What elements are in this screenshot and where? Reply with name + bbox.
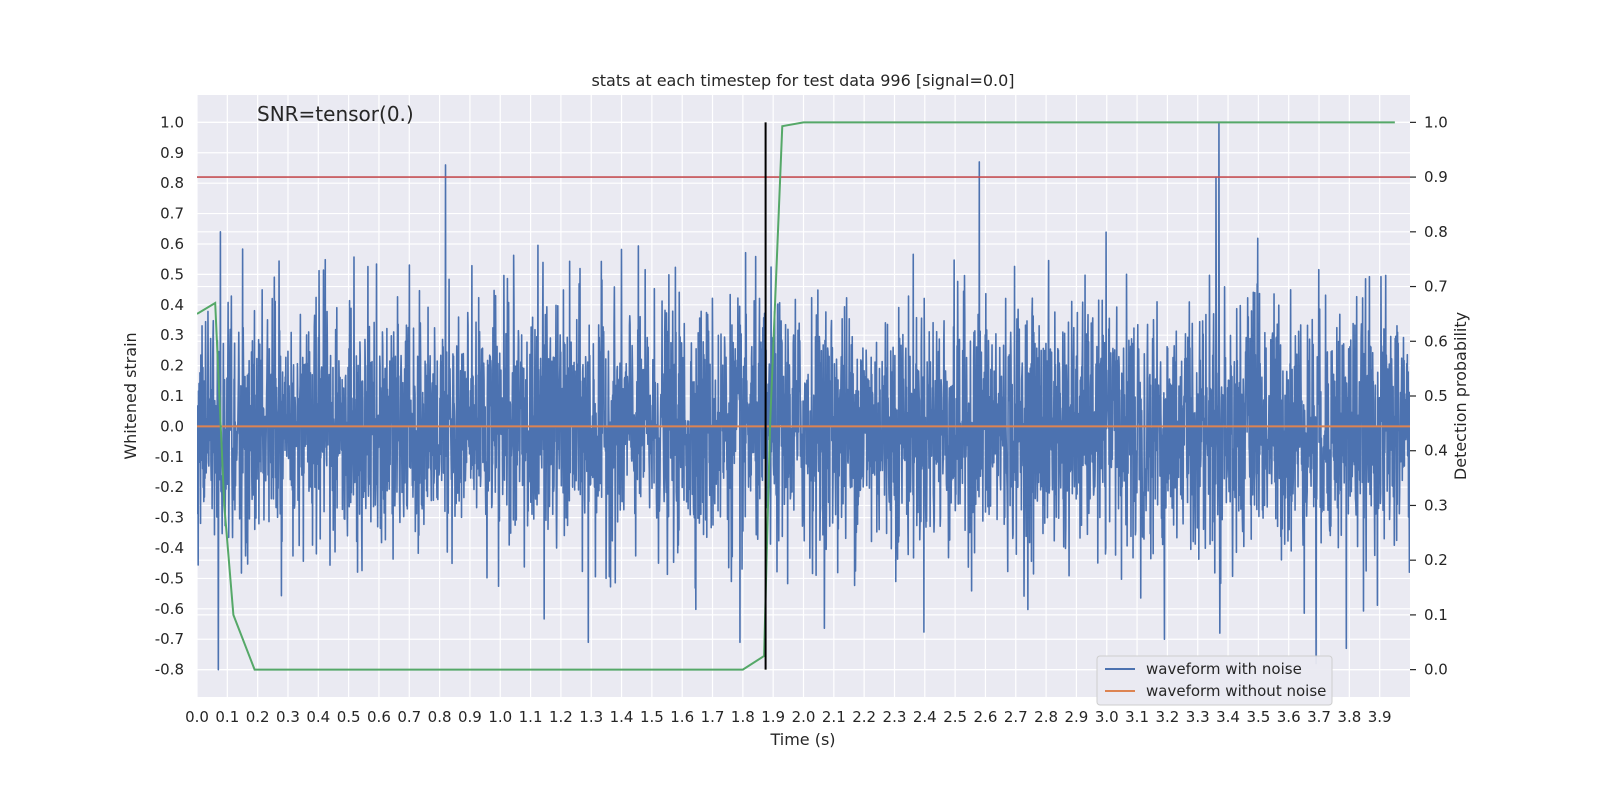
x-tick-label: 2.8 [1034,708,1058,726]
x-tick-label: 2.5 [943,708,967,726]
y-tick-label: -0.8 [155,661,184,679]
x-tick-label: 3.5 [1246,708,1270,726]
x-tick-label: 0.8 [428,708,452,726]
y-tick-label: -0.7 [155,630,184,648]
x-tick-label: 3.1 [1125,708,1149,726]
x-tick-label: 3.2 [1155,708,1179,726]
y-tick-label: 0.2 [160,357,184,375]
y-tick-label: 0.8 [160,174,184,192]
x-tick-label: 1.3 [579,708,603,726]
y-tick-label: 0.4 [160,296,184,314]
y2-tick-label: 1.0 [1424,113,1448,131]
x-tick-label: 0.2 [246,708,270,726]
y-tick-label: 0.1 [160,387,184,405]
y-tick-label: 0.0 [160,417,184,435]
y-tick-label: -0.2 [155,478,184,496]
x-tick-label: 1.8 [731,708,755,726]
x-tick-label: 0.7 [397,708,421,726]
x-tick-label: 2.4 [913,708,937,726]
x-tick-label: 3.9 [1368,708,1392,726]
y2-tick-labels: 1.0 0.9 0.8 0.7 0.6 0.5 0.4 0.3 0.2 0.1 0.0 [1410,113,1448,679]
y-tick-labels: 1.0 0.9 0.8 0.7 0.6 0.5 0.4 0.3 0.2 0.1 0.0 -0.1 -0.… [155,113,184,678]
x-tick-label: 0.0 [185,708,209,726]
x-tick-label: 0.4 [306,708,330,726]
x-tick-label: 1.0 [488,708,512,726]
y-tick-label: 0.6 [160,235,184,253]
y2-tick-label: 0.6 [1424,332,1448,350]
y-tick-label: 0.9 [160,144,184,162]
y2-tick-label: 0.3 [1424,496,1448,514]
x-tick-label: 3.0 [1095,708,1119,726]
y2-tick-label: 0.5 [1424,387,1448,405]
x-tick-label: 2.1 [822,708,846,726]
legend: waveform with noise waveform without noi… [1096,655,1333,706]
y2-tick-label: 0.8 [1424,223,1448,241]
x-tick-label: 2.9 [1064,708,1088,726]
x-tick-label: 2.2 [852,708,876,726]
series-detection-probability [197,121,1395,671]
x-tick-label: 3.4 [1216,708,1240,726]
x-tick-label: 1.1 [519,708,543,726]
x-tick-label: 2.6 [974,708,998,726]
y-tick-label: -0.5 [155,569,184,587]
chart-title: stats at each timestep for test data 996… [591,71,1014,90]
legend-box [1096,655,1333,706]
x-tick-label: 0.6 [367,708,391,726]
x-tick-label: 1.9 [761,708,785,726]
y-tick-label: -0.6 [155,600,184,618]
y-axis-label: Whitened strain [121,332,140,459]
y2-tick-label: 0.4 [1424,442,1448,460]
x-tick-label: 0.5 [337,708,361,726]
y-tick-label: -0.1 [155,448,184,466]
y2-tick-label: 0.9 [1424,168,1448,186]
x-tick-label: 1.4 [610,708,634,726]
legend-label-clean: waveform without noise [1146,682,1326,700]
x-tick-label: 1.5 [640,708,664,726]
series-waveform-with-noise [197,121,1410,671]
y-tick-label: -0.4 [155,539,184,557]
x-tick-label: 0.3 [276,708,300,726]
x-axis-label: Time (s) [769,730,835,749]
x-tick-label: 2.7 [1004,708,1028,726]
x-tick-label: 1.2 [549,708,573,726]
x-tick-label: 3.3 [1186,708,1210,726]
y2-tick-label: 0.7 [1424,278,1448,296]
x-tick-label: 2.0 [792,708,816,726]
snr-annotation: SNR=tensor(0.) [257,102,414,126]
y2-axis-label: Detection probability [1451,312,1470,480]
y-tick-label: 0.5 [160,265,184,283]
legend-label-noise: waveform with noise [1146,660,1302,678]
y2-tick-label: 0.2 [1424,551,1448,569]
y2-tick-label: 0.0 [1424,661,1448,679]
x-tick-label: 3.8 [1337,708,1361,726]
y-tick-label: 1.0 [160,113,184,131]
y-tick-label: 0.7 [160,205,184,223]
x-tick-labels: 0.0 0.1 0.2 0.3 0.4 0.5 0.6 0.7 0.8 0.9 1.0 1.1 1.2 1… [185,708,1392,726]
plot-area [197,121,1410,671]
x-tick-label: 0.9 [458,708,482,726]
x-tick-label: 3.7 [1307,708,1331,726]
x-tick-label: 1.6 [670,708,694,726]
x-tick-label: 1.7 [701,708,725,726]
x-tick-label: 0.1 [215,708,239,726]
x-tick-label: 2.3 [883,708,907,726]
y-tick-label: 0.3 [160,326,184,344]
y-tick-label: -0.3 [155,509,184,527]
y2-tick-label: 0.1 [1424,606,1448,624]
x-tick-label: 3.6 [1277,708,1301,726]
